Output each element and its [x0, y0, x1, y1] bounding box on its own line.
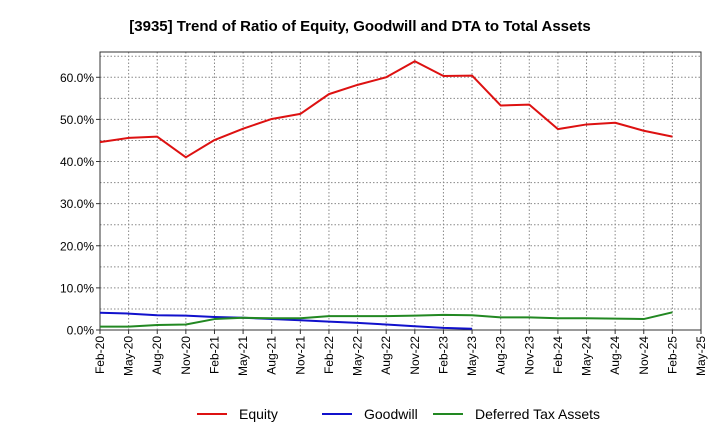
y-tick-label: 50.0%: [60, 113, 94, 127]
series-line-goodwill: [99, 311, 473, 330]
x-tick-label: Aug-24: [608, 336, 622, 375]
x-tick-label: Nov-21: [293, 336, 307, 375]
legend-label-goodwill: Goodwill: [364, 406, 418, 422]
y-axis: 0.0% 10.0% 20.0% 30.0% 40.0% 50.0% 60.0%: [60, 71, 100, 338]
y-tick-label: 10.0%: [60, 281, 94, 295]
y-tick-label: 0.0%: [67, 324, 95, 338]
x-tick-label: Aug-22: [379, 336, 393, 375]
series-lines: [99, 60, 673, 330]
legend-label-equity: Equity: [239, 406, 278, 422]
x-tick-label: May-25: [694, 336, 708, 376]
x-tick-label: May-20: [122, 336, 136, 376]
series-line-deferred-tax-assets: [100, 311, 673, 328]
x-tick-label: Feb-20: [93, 336, 107, 374]
x-tick-label: Nov-20: [179, 336, 193, 375]
y-tick-label: 60.0%: [60, 71, 94, 85]
series-line-equity: [99, 60, 673, 159]
chart-title: [3935] Trend of Ratio of Equity, Goodwil…: [129, 18, 590, 35]
x-tick-label: Nov-22: [408, 336, 422, 375]
x-tick-label: May-23: [465, 336, 479, 376]
y-tick-label: 40.0%: [60, 155, 94, 169]
x-tick-label: Feb-24: [551, 336, 565, 374]
x-axis: Feb-20 May-20 Aug-20 Nov-20 Feb-21 May-21 Aug-…: [93, 330, 708, 376]
x-tick-label: Aug-23: [494, 336, 508, 375]
x-tick-label: Aug-21: [265, 336, 279, 375]
x-tick-label: Aug-20: [150, 336, 164, 375]
gridlines: [100, 52, 701, 330]
x-tick-label: Nov-23: [522, 336, 536, 375]
x-tick-label: Feb-21: [207, 336, 221, 374]
x-tick-label: Nov-24: [637, 336, 651, 375]
x-tick-label: May-22: [351, 336, 365, 376]
plot-area: [99, 51, 702, 331]
x-tick-label: Feb-25: [665, 336, 679, 374]
x-tick-label: Feb-22: [322, 336, 336, 374]
x-tick-label: May-24: [580, 336, 594, 376]
y-tick-label: 20.0%: [60, 239, 94, 253]
x-tick-label: May-21: [236, 336, 250, 376]
legend-label-deferred-tax-assets: Deferred Tax Assets: [475, 406, 600, 422]
y-tick-label: 30.0%: [60, 197, 94, 211]
legend: Equity Goodwill Deferred Tax Assets: [197, 406, 600, 422]
x-tick-label: Feb-23: [436, 336, 450, 374]
